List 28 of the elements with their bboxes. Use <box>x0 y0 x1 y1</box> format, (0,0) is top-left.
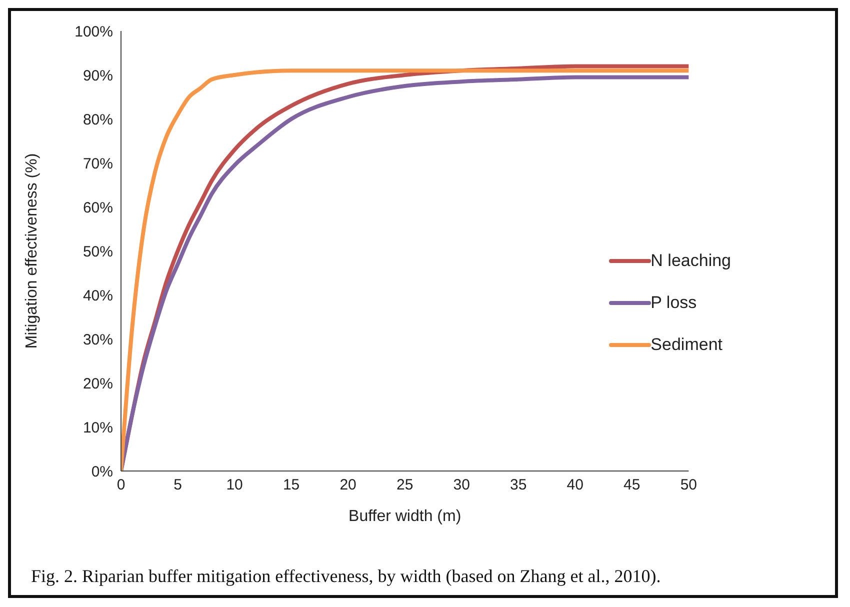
y-tick-label: 50% <box>82 243 113 260</box>
legend-label: N leaching <box>650 251 731 271</box>
y-tick-label: 90% <box>82 67 113 84</box>
y-tick-label: 10% <box>82 419 113 436</box>
y-tick-label: 60% <box>82 199 113 216</box>
x-tick-label: 45 <box>624 476 640 494</box>
y-tick-label: 80% <box>82 111 113 128</box>
x-tick-label: 25 <box>396 476 414 494</box>
x-tick-label: 5 <box>174 476 182 494</box>
y-tick-label: 100% <box>74 23 113 40</box>
x-tick-label: 35 <box>510 476 527 494</box>
caption: Fig. 2. Riparian buffer mitigation effectiveness, by width (based on Zhang et al., 2010). <box>31 566 661 587</box>
x-tick-label: 30 <box>453 476 470 494</box>
y-tick-label: 40% <box>82 287 113 304</box>
y-axis-title: Mitigation effectiveness (%) <box>24 153 41 349</box>
x-tick-label: 0 <box>116 476 126 494</box>
x-tick-label: 20 <box>340 476 356 494</box>
y-tick-label: 70% <box>82 155 113 172</box>
y-tick-label: 0% <box>91 463 113 480</box>
y-tick-label: 30% <box>82 331 113 348</box>
x-tick-label: 10 <box>226 476 243 494</box>
x-tick-label: 50 <box>680 476 698 494</box>
x-axis-title: Buffer width (m) <box>348 508 462 525</box>
x-tick-label: 15 <box>282 476 300 494</box>
legend-label: Sediment <box>650 335 722 355</box>
y-tick-label: 20% <box>82 375 113 392</box>
x-tick-label: 40 <box>566 476 584 494</box>
legend-label: P loss <box>650 293 697 313</box>
